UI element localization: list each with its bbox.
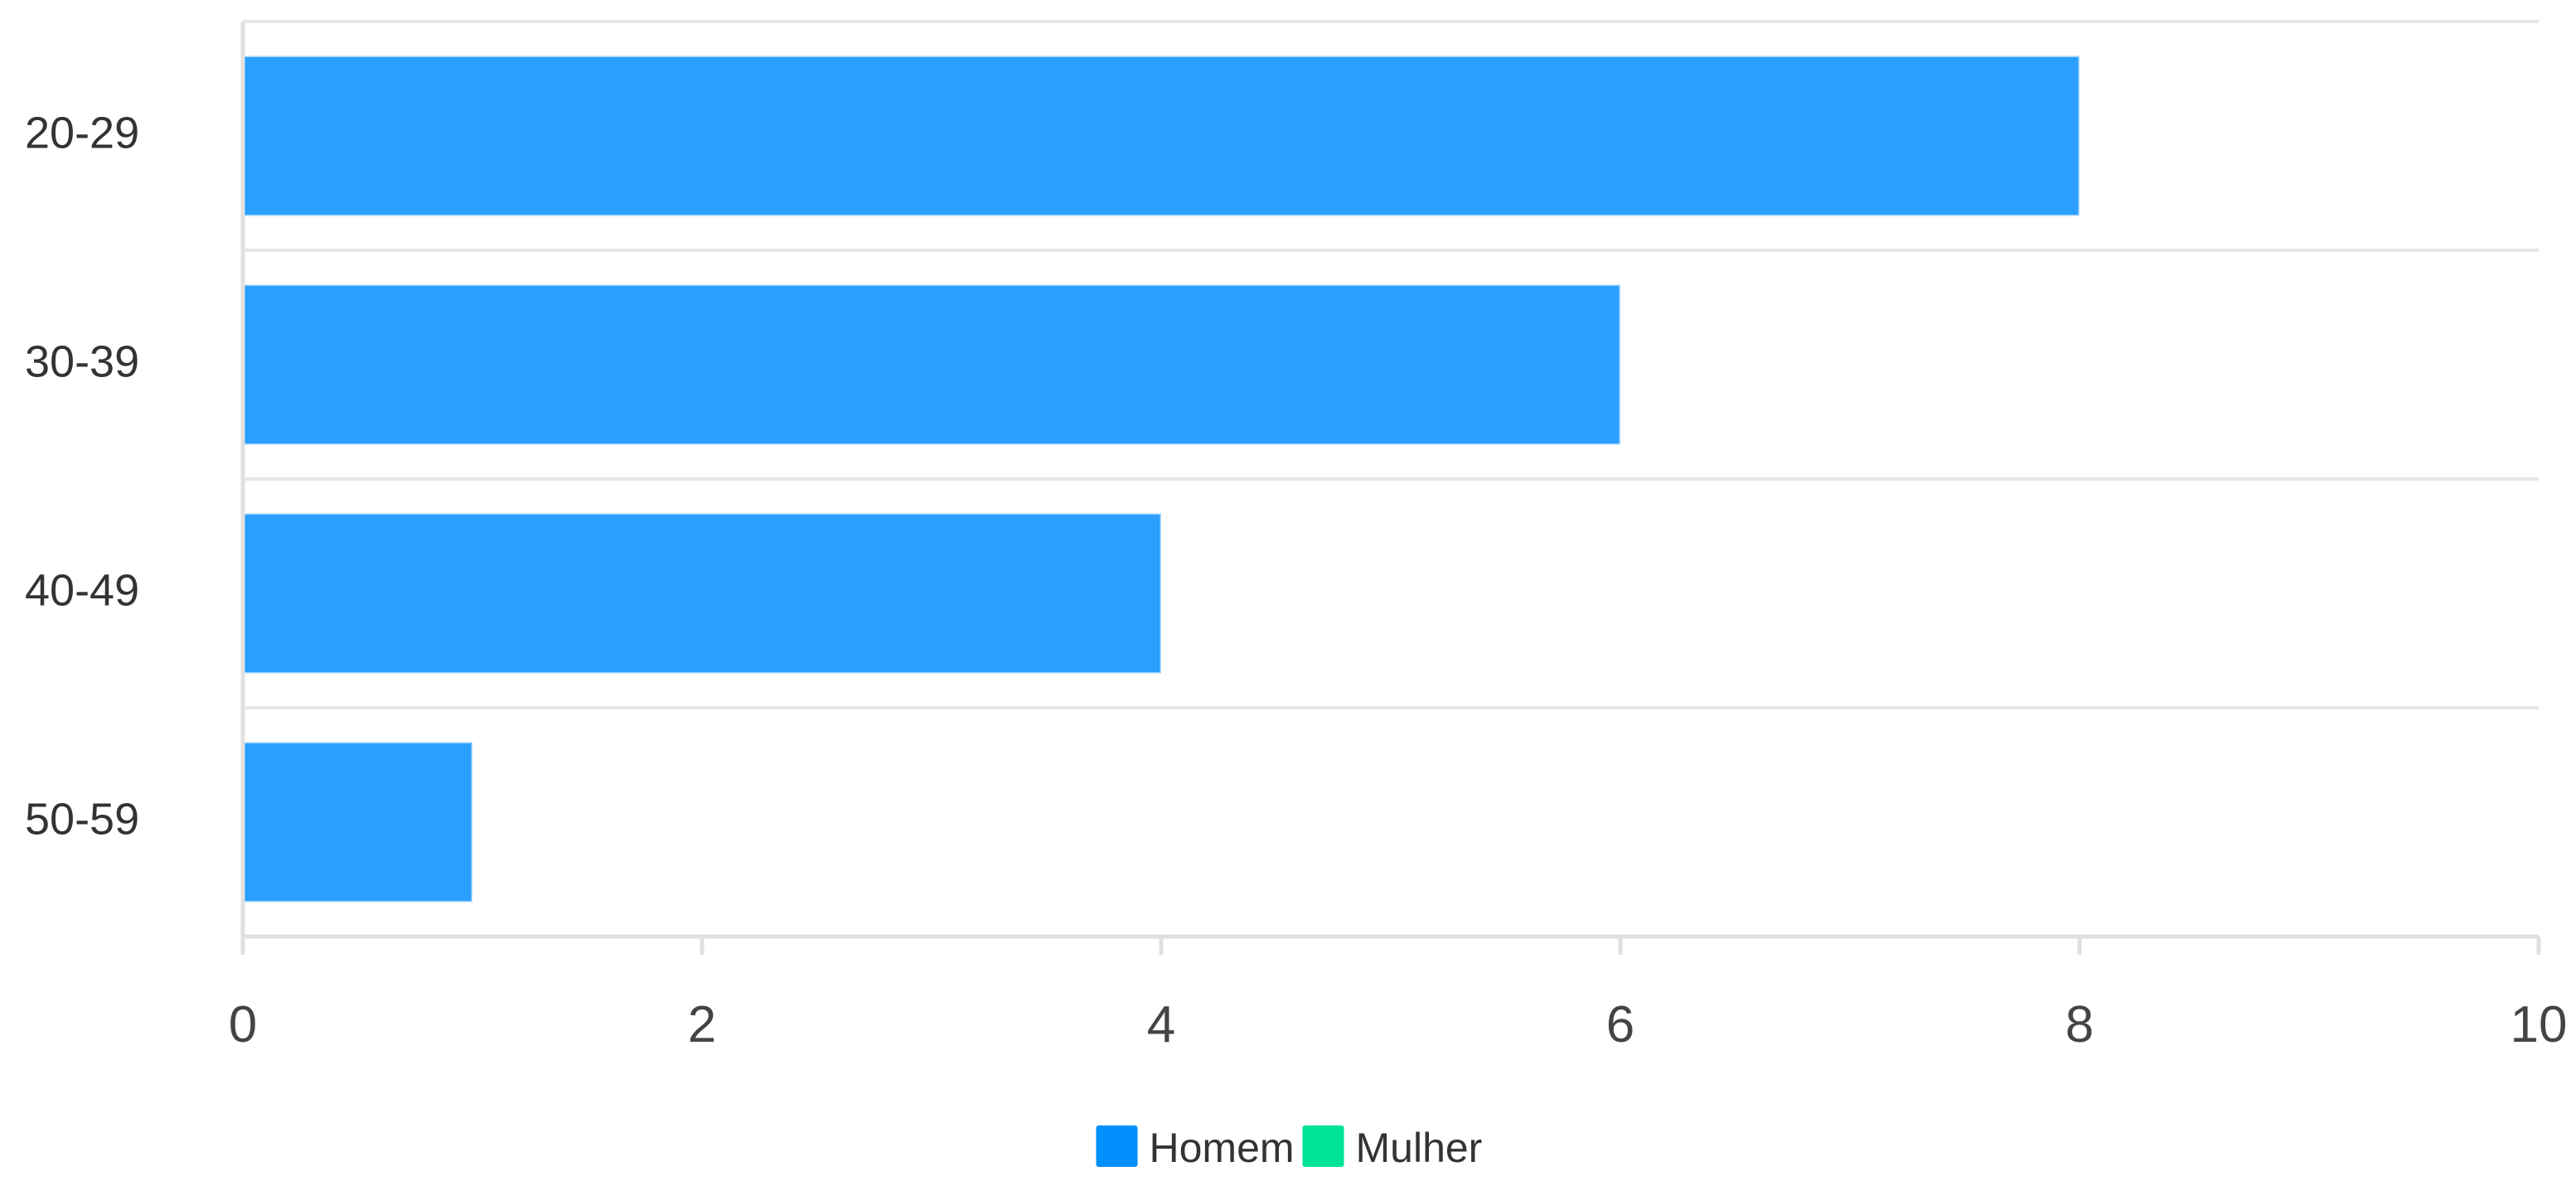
x-tick-labels: 0 2 4 6 8 10 [229,996,2568,1053]
legend-marker [1302,1125,1344,1167]
x-tick-label: 2 [688,996,716,1053]
legend-label: Mulher [1356,1125,1483,1171]
category-label: 30-39 [25,336,139,386]
legend-item-mulher[interactable]: Mulher [1302,1125,1483,1171]
legend[interactable]: Homem Mulher [1096,1125,1483,1171]
category-labels: 20-29 30-39 40-49 50-59 [25,108,139,844]
legend-marker [1096,1125,1138,1167]
category-label: 20-29 [25,108,139,157]
x-tick-label: 10 [2511,996,2568,1053]
bar-homem-30-39[interactable] [241,283,1622,447]
legend-label: Homem [1150,1125,1295,1171]
gridlines [243,20,2539,939]
x-tick-label: 6 [1606,996,1634,1053]
x-tick-label: 0 [229,996,257,1053]
axes [240,22,2541,955]
category-label: 40-49 [25,565,139,615]
x-tick-label: 4 [1147,996,1175,1053]
legend-item-homem[interactable]: Homem [1096,1125,1295,1171]
x-tick-label: 8 [2065,996,2094,1053]
category-label: 50-59 [25,794,139,844]
bar-homem-20-29[interactable] [241,54,2081,218]
bar-homem-40-49[interactable] [241,511,1163,675]
bar-homem-50-59[interactable] [241,740,474,904]
